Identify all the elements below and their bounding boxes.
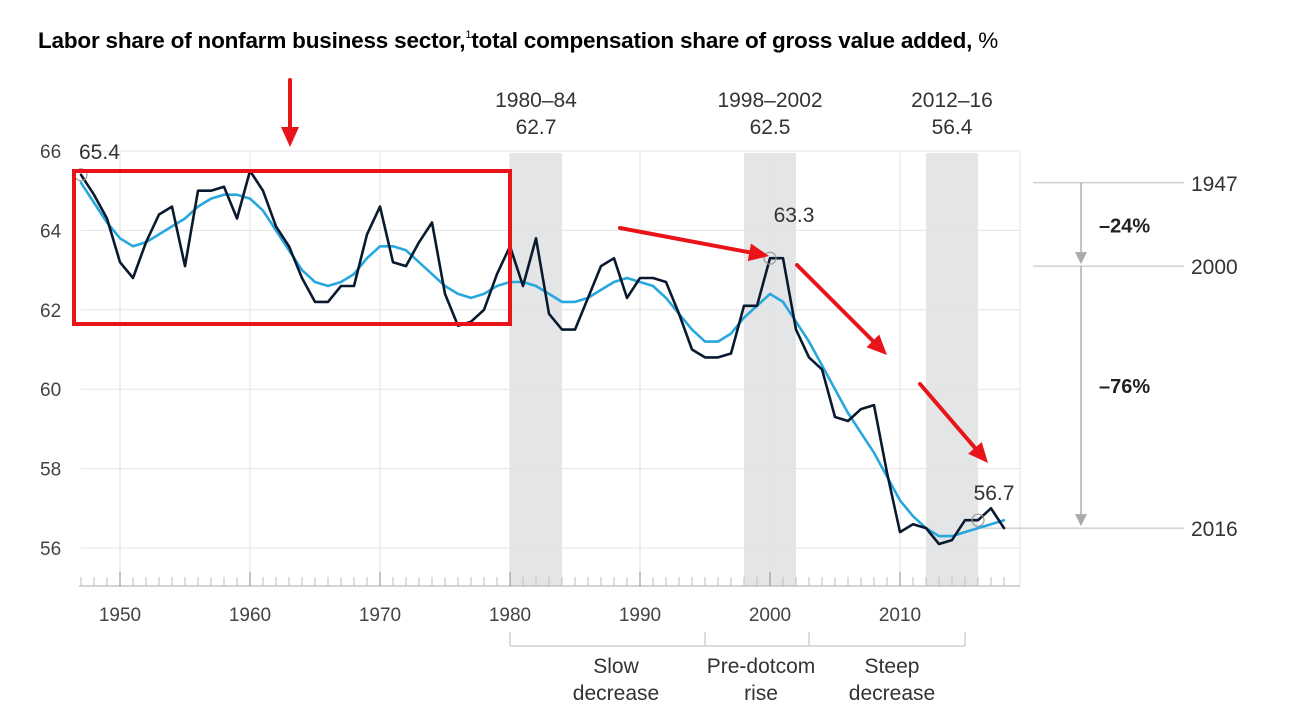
bracket-arrow-upper: [1075, 252, 1087, 265]
annotation-arrow-right-shaft: [618, 226, 752, 255]
y-tick-label: 58: [40, 460, 61, 481]
x-tick-label: 1990: [619, 605, 661, 626]
phase-label-line1: Slow: [593, 655, 639, 678]
point-label: 65.4: [79, 141, 120, 164]
phase-label-line1: Pre-dotcom: [707, 655, 816, 678]
y-tick-label: 60: [40, 380, 61, 401]
change-label-lower: –76%: [1099, 376, 1150, 398]
x-tick-label: 1960: [229, 605, 271, 626]
shaded-period-value: 62.5: [750, 116, 791, 139]
annotation-arrow-diagonal-1-head: [866, 334, 887, 355]
x-tick-label: 1980: [489, 605, 531, 626]
annotation-arrow-diagonal-2-shaft: [918, 382, 977, 450]
labor-share-line: [79, 169, 1006, 546]
y-tick-label: 56: [40, 539, 61, 560]
phase-label-line2: decrease: [573, 682, 659, 705]
title-unit: %: [978, 28, 999, 53]
reference-line-label: 2000: [1191, 256, 1238, 279]
shaded-period-0: [510, 153, 562, 586]
shaded-period-value: 56.4: [932, 116, 973, 139]
highlight-box: [72, 169, 512, 326]
annotation-arrow-diagonal-2-head: [968, 441, 988, 463]
shaded-period-label: 1998–2002: [717, 89, 822, 112]
phase-label-line1: Steep: [865, 655, 920, 678]
chart-title: Labor share of nonfarm business sector,1…: [38, 28, 999, 53]
point-marker: [763, 251, 777, 265]
shaded-period-2: [926, 153, 978, 586]
x-tick-label: 2000: [749, 605, 791, 626]
phase-label-line2: decrease: [849, 682, 935, 705]
shaded-period-label: 1980–84: [495, 89, 577, 112]
change-label-upper: –24%: [1099, 215, 1150, 237]
x-tick-label: 1950: [99, 605, 141, 626]
y-tick-label: 64: [40, 221, 62, 242]
annotation-arrow-right-head: [747, 243, 769, 262]
annotation-arrow-down-head: [281, 127, 299, 147]
point-marker: [971, 513, 985, 527]
trend-line: [79, 181, 1006, 538]
title-footnote: 1: [465, 28, 472, 41]
point-label: 56.7: [974, 482, 1015, 505]
annotation-arrow-diagonal-1-shaft: [795, 263, 875, 343]
point-label: 63.3: [774, 204, 815, 227]
y-tick-label: 66: [40, 142, 61, 163]
y-tick-label: 62: [40, 301, 61, 322]
shaded-period-value: 62.7: [516, 116, 557, 139]
bracket-arrow-lower: [1075, 514, 1087, 527]
x-tick-label: 1970: [359, 605, 401, 626]
reference-line-label: 1947: [1191, 173, 1238, 196]
reference-line-label: 2016: [1191, 518, 1238, 541]
x-tick-label: 2010: [879, 605, 921, 626]
phase-label-line2: rise: [744, 682, 778, 705]
shaded-period-label: 2012–16: [911, 89, 993, 112]
